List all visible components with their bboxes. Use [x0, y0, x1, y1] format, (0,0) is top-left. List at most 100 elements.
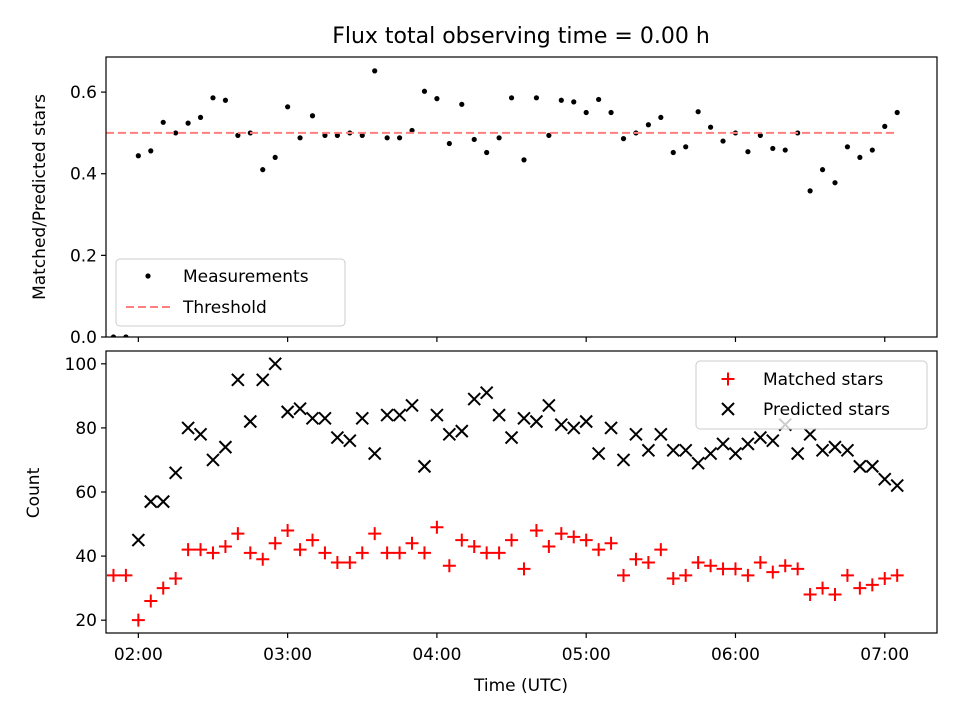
bottom-x-axis-label: Time (UTC) — [473, 676, 568, 696]
matched-star-point — [828, 588, 842, 602]
predicted-star-point — [728, 446, 743, 461]
measurement-point — [459, 101, 465, 107]
y-tick-label: 0.6 — [70, 83, 97, 103]
matched-star-point — [343, 556, 357, 569]
matched-star-point — [704, 559, 718, 573]
measurement-point — [160, 119, 166, 125]
predicted-star-point — [529, 414, 544, 429]
measurement-point — [359, 132, 365, 138]
matched-star-point — [355, 546, 369, 560]
predicted-star-point — [629, 427, 643, 442]
predicted-star-point — [766, 434, 780, 448]
matched-star-point — [567, 530, 581, 544]
matched-star-point — [144, 594, 158, 608]
measurement-point — [770, 145, 776, 152]
predicted-star-point — [703, 446, 718, 461]
matched-star-point — [641, 556, 655, 569]
predicted-star-point — [554, 417, 569, 432]
x-tick-label: 03:00 — [263, 645, 312, 665]
predicted-star-point — [355, 411, 369, 426]
legend-predicted-label: Predicted stars — [763, 400, 890, 420]
matched-star-point — [368, 527, 382, 541]
predicted-star-point — [878, 472, 892, 486]
predicted-star-point — [815, 443, 830, 458]
matched-star-point — [455, 533, 469, 547]
y-tick-label: 0.0 — [70, 328, 97, 348]
matched-star-point — [405, 536, 419, 550]
measurement-point — [484, 149, 490, 156]
measurement-point — [558, 97, 564, 103]
matched-star-point — [617, 568, 631, 582]
measurement-point — [384, 135, 390, 141]
matched-star-point — [728, 562, 742, 576]
measurement-point — [683, 144, 689, 150]
measurement-point — [757, 132, 763, 138]
chart-title: Flux total observing time = 0.00 h — [332, 24, 710, 49]
predicted-star-point — [268, 357, 282, 371]
matched-star-point — [293, 543, 307, 557]
y-tick-label: 0.4 — [70, 165, 97, 185]
matched-star-point — [679, 568, 693, 582]
predicted-star-point — [567, 421, 581, 435]
predicted-star-point — [380, 408, 394, 422]
measurement-point — [446, 140, 452, 147]
predicted-star-point — [691, 456, 705, 470]
bottom-legend-box — [695, 360, 928, 430]
predicted-star-point — [865, 459, 880, 474]
matched-star-point — [579, 533, 593, 547]
measurement-point — [285, 104, 291, 110]
predicted-star-point — [479, 385, 494, 400]
predicted-star-point — [305, 411, 320, 426]
predicted-star-point — [641, 443, 656, 458]
predicted-star-point — [840, 443, 855, 458]
measurement-point — [620, 136, 627, 142]
predicted-star-point — [392, 408, 407, 422]
matched-star-point — [131, 613, 145, 627]
predicted-star-point — [616, 453, 631, 467]
measurement-point — [546, 132, 552, 138]
matched-star-point — [380, 546, 394, 560]
predicted-star-point — [579, 414, 593, 429]
measurement-point — [235, 132, 241, 138]
measurement-point — [135, 153, 141, 159]
matched-star-point — [467, 539, 481, 553]
matched-star-point — [306, 533, 320, 547]
matched-star-point — [542, 539, 556, 553]
matched-star-point — [169, 572, 183, 586]
predicted-star-point — [243, 414, 258, 429]
predicted-star-point — [679, 443, 693, 458]
measurement-point — [334, 132, 340, 138]
matched-star-point — [119, 568, 133, 582]
measurement-point — [596, 96, 602, 103]
measurement-point — [272, 154, 278, 161]
y-tick-label: 20 — [75, 611, 97, 631]
predicted-star-point — [517, 411, 531, 426]
bottom-legend: Matched stars Predicted stars — [695, 360, 928, 430]
measurement-point — [471, 136, 477, 143]
measurement-point — [745, 149, 751, 155]
predicted-star-point — [890, 478, 904, 493]
bottom-plot-area: 20 40 60 80 100 02:00 03:00 04:00 05:00 06:00 07:0… — [65, 350, 938, 665]
matched-star-point — [529, 523, 543, 537]
measurement-point — [782, 147, 788, 153]
plot-0-data — [106, 68, 900, 337]
predicted-star-point — [853, 459, 867, 474]
matched-star-point — [803, 588, 817, 602]
matched-star-point — [741, 568, 755, 582]
legend-threshold-label: Threshold — [182, 298, 267, 318]
matched-star-point — [330, 556, 344, 569]
predicted-star-point — [504, 430, 519, 445]
measurement-point — [819, 167, 826, 173]
predicted-star-point — [318, 411, 332, 426]
predicted-star-point — [790, 446, 805, 461]
measurement-point — [372, 68, 378, 74]
measurement-point — [832, 180, 838, 186]
predicted-star-point — [828, 440, 842, 454]
matched-star-point — [417, 546, 431, 560]
matched-star-point — [430, 520, 444, 534]
measurement-point — [670, 149, 676, 156]
predicted-star-point — [442, 427, 457, 442]
matched-star-point — [840, 568, 854, 582]
matched-star-point — [691, 556, 705, 569]
